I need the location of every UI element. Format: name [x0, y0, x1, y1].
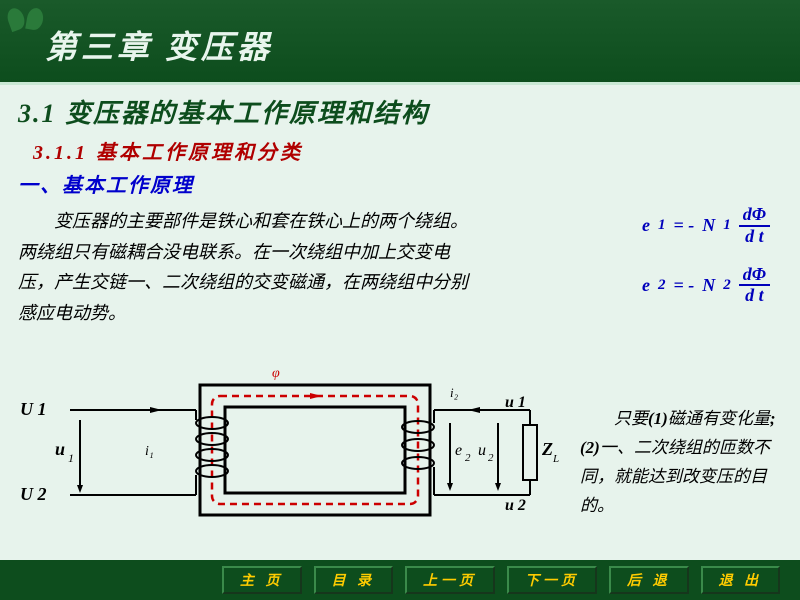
text: 一、二次绕组的匝数不同，就能达到改变压的目的。	[580, 438, 770, 515]
fraction: dΦ d t	[739, 205, 770, 247]
toc-button[interactable]: 目 录	[314, 566, 394, 594]
frac-den: d t	[741, 286, 768, 306]
eq-op: = -	[674, 275, 695, 296]
next-button[interactable]: 下一页	[507, 566, 597, 594]
label-u1-sub: 1	[68, 451, 74, 465]
label-e2-sub: 2	[465, 452, 471, 464]
eq-var: N	[702, 215, 715, 236]
label-Z-sub: L	[552, 453, 559, 465]
frac-num: dΦ	[739, 265, 770, 287]
header-decoration	[8, 8, 43, 30]
conclusion-text: 只要(1)磁通有变化量;(2)一、二次绕组的匝数不同，就能达到改变压的目的。	[580, 405, 790, 521]
subsection-title: 3.1.1 基本工作原理和分类	[33, 136, 782, 165]
eq-sub: 2	[658, 277, 666, 294]
label-u1: u	[55, 439, 65, 459]
bold-marker: (1)	[648, 409, 668, 428]
current-arrow	[150, 407, 162, 413]
label-Z: Z	[541, 439, 553, 459]
label-u2-sub: 2	[488, 452, 494, 464]
frac-den: d t	[741, 227, 768, 247]
eq-var: N	[702, 275, 715, 296]
label-u1-port: u 1	[505, 394, 526, 411]
equation-1: e1 = - N1 dΦ d t	[642, 205, 770, 247]
eq-sub: 1	[658, 217, 666, 234]
slide-content: 3.1 变压器的基本工作原理和结构 3.1.1 基本工作原理和分类 一、基本工作…	[0, 85, 800, 560]
label-phi: φ	[272, 366, 280, 381]
label-u2-port: u 2	[505, 497, 526, 514]
section-title: 3.1 变压器的基本工作原理和结构	[18, 93, 782, 130]
core-outer	[200, 385, 430, 515]
label-i2: i₂	[450, 385, 459, 400]
navigation-bar: 主 页 目 录 上一页 下一页 后 退 退 出	[0, 560, 800, 600]
fraction: dΦ d t	[739, 265, 770, 307]
back-button[interactable]: 后 退	[609, 566, 689, 594]
arrowhead	[77, 485, 83, 493]
flux-path	[212, 396, 418, 504]
transformer-diagram: U 1 U 2 u 1 i₁ e 2 u 2 Z L u 1 u 2 φ i₂	[10, 365, 570, 540]
body-paragraph: 变压器的主要部件是铁心和套在铁心上的两个绕组。两绕组只有磁耦合没电联系。在一次绕…	[18, 206, 468, 328]
chapter-title: 第三章 变压器	[0, 0, 800, 68]
label-i1: i₁	[145, 444, 154, 459]
exit-button[interactable]: 退 出	[701, 566, 781, 594]
arrowhead	[447, 483, 453, 491]
flux-arrow	[310, 393, 322, 399]
load-impedance	[523, 425, 537, 480]
frac-num: dΦ	[739, 205, 770, 227]
label-U1: U 1	[20, 399, 47, 419]
diagram-svg: U 1 U 2 u 1 i₁ e 2 u 2 Z L u 1 u 2 φ i₂	[10, 365, 570, 540]
prev-button[interactable]: 上一页	[405, 566, 495, 594]
eq-op: = -	[674, 215, 695, 236]
subsection-text: 基本工作原理和分类	[96, 142, 303, 164]
text: 磁通有变化量	[668, 409, 770, 428]
eq-sub: 2	[723, 277, 731, 294]
core-inner	[225, 407, 405, 493]
equation-2: e2 = - N2 dΦ d t	[642, 265, 770, 307]
label-U2: U 2	[20, 484, 47, 504]
label-e2: e	[455, 442, 462, 459]
leaf-icon	[25, 7, 45, 31]
eq-var: e	[642, 215, 650, 236]
arrowhead	[495, 483, 501, 491]
label-u2: u	[478, 442, 486, 459]
chapter-header: 第三章 变压器	[0, 0, 800, 85]
equations-block: e1 = - N1 dΦ d t e2 = - N2 dΦ d t	[642, 205, 770, 324]
home-button[interactable]: 主 页	[222, 566, 302, 594]
point-title: 一、基本工作原理	[18, 169, 782, 198]
subsection-number: 3.1.1	[33, 142, 88, 164]
text: 只要	[614, 409, 648, 428]
current-arrow	[468, 407, 480, 413]
eq-sub: 1	[723, 217, 731, 234]
eq-var: e	[642, 275, 650, 296]
leaf-icon	[5, 6, 28, 32]
